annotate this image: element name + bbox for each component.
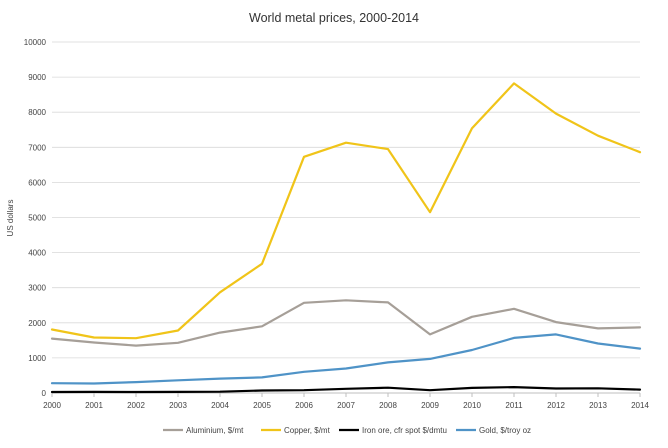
y-tick-label: 5000 [28,214,46,223]
x-tick-label: 2012 [547,401,565,410]
x-tick-label: 2004 [211,401,229,410]
y-tick-label: 7000 [28,143,46,152]
legend-label-gold: Gold, $/troy oz [479,426,531,435]
series-line-aluminium [50,299,642,347]
y-tick-label: 0 [42,389,47,398]
x-tick-label: 2002 [127,401,145,410]
x-tick-label: 2009 [421,401,439,410]
axes: 0 1000 2000 3000 4000 5000 6000 7000 8000 9000 100… [24,38,650,410]
legend: Aluminium, $/mt Copper, $/mt Iron ore, cfr… [163,426,531,435]
y-tick-label: 1000 [28,354,46,363]
legend-label-copper: Copper, $/mt [284,426,331,435]
x-tick-label: 2010 [463,401,481,410]
x-tick-label: 2007 [337,401,355,410]
x-tick-label: 2005 [253,401,271,410]
y-tick-label: 2000 [28,319,46,328]
x-tick-label: 2013 [589,401,607,410]
series-line-copper [50,82,642,340]
legend-label-iron-ore: Iron ore, cfr spot $/dmtu [362,426,447,435]
x-tick-label: 2000 [43,401,61,410]
y-tick-label: 6000 [28,178,46,187]
y-tick-label: 8000 [28,108,46,117]
gridlines [52,41,640,359]
series-line-gold [50,333,642,385]
x-tick-label: 2006 [295,401,313,410]
series-line-iron-ore [50,386,642,394]
y-tick-label: 3000 [28,284,46,293]
x-tick-label: 2011 [505,401,523,410]
x-tick-label: 2008 [379,401,397,410]
legend-label-aluminium: Aluminium, $/mt [186,426,244,435]
x-tick-label: 2001 [85,401,103,410]
y-tick-label: 9000 [28,73,46,82]
x-tick-label: 2014 [631,401,649,410]
y-tick-label: 4000 [28,249,46,258]
x-tick-label: 2003 [169,401,187,410]
series-lines [50,82,642,394]
y-axis-label: US dollars [6,200,15,237]
chart-title: World metal prices, 2000-2014 [249,11,419,25]
y-tick-label: 10000 [24,38,47,47]
